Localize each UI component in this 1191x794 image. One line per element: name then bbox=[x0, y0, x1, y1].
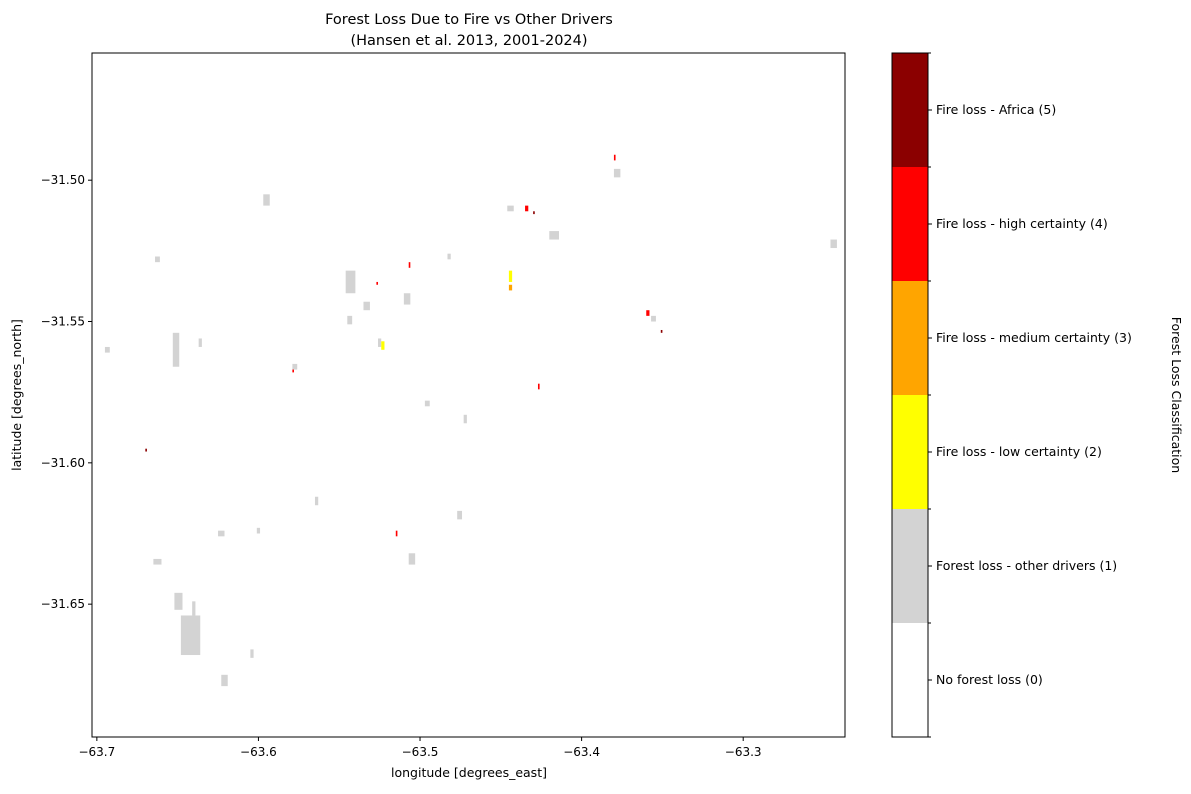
y-tick-label-2: −31.60 bbox=[41, 456, 85, 470]
loss-patch-27 bbox=[447, 253, 451, 260]
x-tick-label-4: −63.3 bbox=[725, 745, 762, 759]
colorbar-label-2: Fire loss - low certainty (2) bbox=[936, 444, 1102, 459]
loss-patch-43 bbox=[660, 329, 663, 333]
y-tick-label-0: −31.50 bbox=[41, 173, 85, 187]
x-axis-label: longitude [degrees_east] bbox=[391, 765, 547, 780]
colorbar-swatch-5 bbox=[892, 53, 928, 167]
loss-pixel-layer bbox=[104, 154, 837, 687]
loss-patch-7 bbox=[345, 270, 356, 294]
loss-patch-23 bbox=[292, 363, 298, 370]
loss-patch-11 bbox=[218, 530, 225, 537]
x-tick-label-0: −63.7 bbox=[78, 745, 115, 759]
loss-patch-8 bbox=[363, 301, 370, 311]
loss-patch-26 bbox=[463, 414, 467, 424]
colorbar-swatch-4 bbox=[892, 167, 928, 281]
plot-background bbox=[92, 53, 845, 737]
loss-patch-28 bbox=[378, 338, 382, 347]
loss-patch-18 bbox=[613, 168, 621, 178]
loss-patch-25 bbox=[424, 400, 430, 407]
loss-patch-2 bbox=[174, 592, 183, 610]
loss-patch-32 bbox=[508, 284, 513, 291]
loss-patch-40 bbox=[376, 281, 379, 285]
x-tick-label-3: −63.4 bbox=[563, 745, 600, 759]
x-axis-ticks: −63.7 −63.6 −63.5 −63.4 −63.3 bbox=[78, 737, 762, 759]
colorbar: No forest loss (0) Forest loss - other dr… bbox=[891, 52, 1132, 738]
colorbar-label: Forest Loss Classification bbox=[1169, 317, 1184, 473]
loss-patch-19 bbox=[651, 315, 656, 322]
colorbar-swatch-2 bbox=[892, 395, 928, 509]
colorbar-swatch-0 bbox=[892, 623, 928, 737]
colorbar-label-3: Fire loss - medium certainty (3) bbox=[936, 330, 1132, 345]
loss-patch-39 bbox=[292, 369, 294, 373]
loss-patch-16 bbox=[507, 205, 514, 212]
loss-patch-36 bbox=[395, 530, 398, 537]
loss-patch-1 bbox=[180, 615, 201, 656]
loss-patch-30 bbox=[508, 270, 513, 282]
loss-patch-0 bbox=[172, 332, 180, 367]
loss-patch-3 bbox=[192, 601, 196, 616]
x-tick-label-1: −63.6 bbox=[240, 745, 277, 759]
plot-frame bbox=[91, 52, 846, 738]
chart-subtitle: (Hansen et al. 2013, 2001-2024) bbox=[350, 33, 587, 49]
loss-patch-34 bbox=[646, 310, 650, 316]
colorbar-label-1: Forest loss - other drivers (1) bbox=[936, 558, 1117, 573]
loss-patch-12 bbox=[198, 338, 202, 347]
loss-patch-35 bbox=[613, 154, 616, 161]
y-tick-label-1: −31.55 bbox=[41, 315, 85, 329]
loss-patch-37 bbox=[408, 262, 411, 268]
loss-patch-4 bbox=[221, 674, 228, 687]
loss-patch-24 bbox=[314, 496, 319, 506]
loss-patch-29 bbox=[256, 527, 261, 534]
loss-patch-14 bbox=[104, 346, 110, 353]
loss-patch-22 bbox=[457, 510, 463, 520]
loss-patch-42 bbox=[145, 448, 147, 452]
y-axis-ticks: −31.50 −31.55 −31.60 −31.65 bbox=[41, 173, 92, 611]
colorbar-swatch-3 bbox=[892, 281, 928, 395]
loss-patch-20 bbox=[830, 239, 837, 249]
loss-patch-33 bbox=[525, 205, 529, 212]
y-axis-label: latitude [degrees_north] bbox=[9, 319, 24, 471]
loss-patch-17 bbox=[549, 231, 559, 240]
loss-patch-5 bbox=[153, 558, 162, 565]
loss-patch-41 bbox=[533, 211, 535, 215]
loss-patch-10 bbox=[347, 315, 353, 325]
loss-patch-38 bbox=[537, 383, 540, 390]
loss-patch-15 bbox=[155, 256, 160, 263]
plot-area bbox=[91, 52, 846, 738]
colorbar-label-4: Fire loss - high certainty (4) bbox=[936, 216, 1108, 231]
loss-patch-9 bbox=[403, 293, 411, 305]
y-tick-label-3: −31.65 bbox=[41, 597, 85, 611]
loss-patch-21 bbox=[408, 553, 416, 565]
chart-title: Forest Loss Due to Fire vs Other Drivers bbox=[325, 12, 613, 28]
colorbar-label-0: No forest loss (0) bbox=[936, 672, 1043, 687]
loss-patch-31 bbox=[381, 341, 385, 350]
colorbar-label-5: Fire loss - Africa (5) bbox=[936, 102, 1056, 117]
x-tick-label-2: −63.5 bbox=[402, 745, 439, 759]
loss-patch-13 bbox=[250, 649, 254, 658]
colorbar-frame bbox=[891, 52, 929, 738]
colorbar-swatch-1 bbox=[892, 509, 928, 623]
loss-patch-6 bbox=[263, 194, 270, 206]
